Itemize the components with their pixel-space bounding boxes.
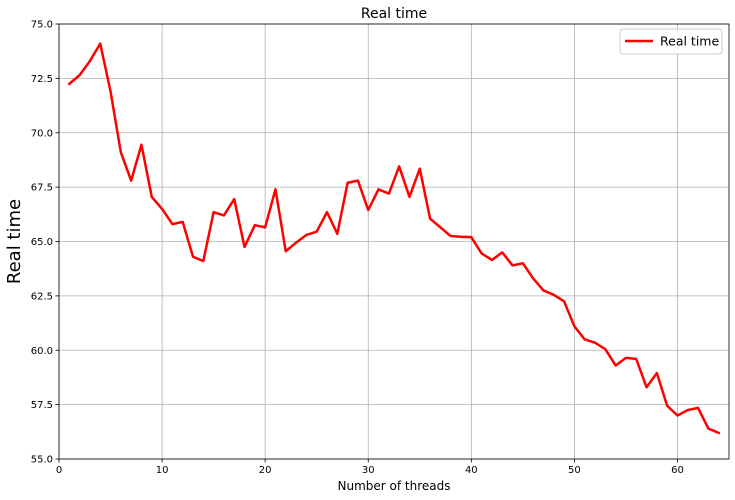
y-tick-label: 65.0 <box>31 237 53 248</box>
x-tick-label: 50 <box>568 465 581 476</box>
x-tick-label: 10 <box>156 465 169 476</box>
legend: Real time <box>619 28 723 55</box>
y-axis-label: Real time <box>4 199 25 284</box>
y-tick-label: 70.0 <box>31 128 53 139</box>
y-tick-label: 75.0 <box>31 20 53 31</box>
x-tick-label: 30 <box>362 465 375 476</box>
y-tick-label: 55.0 <box>31 455 53 466</box>
x-axis-label: Number of threads <box>338 479 451 493</box>
legend-box <box>619 28 723 55</box>
x-tick-label: 0 <box>56 465 62 476</box>
x-tick-label: 40 <box>465 465 478 476</box>
y-tick-label: 72.5 <box>31 74 53 85</box>
series-line <box>67 42 721 435</box>
y-tick-label: 62.5 <box>31 291 53 302</box>
series-lines <box>67 42 721 435</box>
chart-title: Real time <box>361 6 427 22</box>
y-tick-label: 67.5 <box>31 183 53 194</box>
axis-ticks: 0 10 20 30 40 50 60 55.0 57.5 60.0 62.5 65.0 67.5 70.… <box>31 20 684 477</box>
legend-label: Real time <box>660 34 719 49</box>
y-tick-label: 60.0 <box>31 346 53 357</box>
x-tick-label: 60 <box>671 465 684 476</box>
y-tick-label: 57.5 <box>31 400 53 411</box>
x-tick-label: 20 <box>259 465 272 476</box>
